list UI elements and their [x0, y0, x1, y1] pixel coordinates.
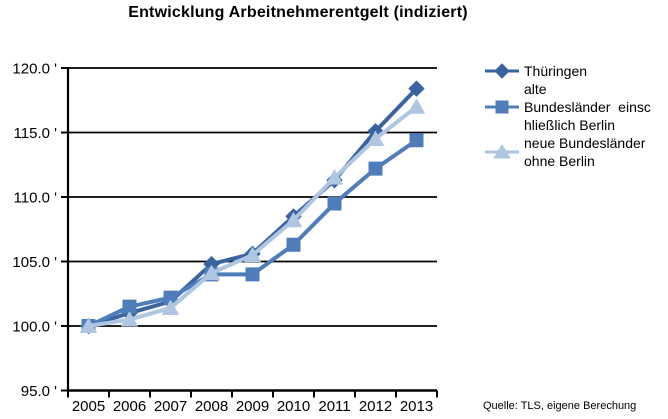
data-point-marker — [408, 98, 425, 114]
y-tick-label: 105.0 ' — [12, 254, 57, 271]
x-tick-label: 2009 — [236, 398, 269, 415]
data-point-marker — [326, 169, 343, 185]
legend: Thüringen alte Bundesländer einsc hließl… — [484, 62, 668, 170]
legend-label-neue-bundeslaender: neue Bundesländer ohne Berlin — [524, 135, 646, 169]
y-tick-label: 100.0 ' — [12, 319, 57, 336]
square-marker-icon — [485, 100, 519, 114]
legend-item-alte-bundeslaender: alte Bundesländer einsc hließlich Berlin — [484, 80, 668, 134]
data-point-marker — [368, 161, 383, 176]
triangle-marker-icon — [485, 144, 519, 159]
source-note: Quelle: TLS, eigene Berechung — [483, 400, 637, 412]
data-point-marker — [409, 133, 424, 148]
data-point-marker — [244, 247, 261, 263]
data-point-marker — [121, 311, 138, 327]
x-tick-label: 2005 — [72, 398, 105, 415]
x-tick-label: 2008 — [195, 398, 228, 415]
x-tick-label: 2007 — [154, 398, 187, 415]
data-point-marker — [408, 80, 425, 97]
data-point-marker — [162, 299, 179, 315]
x-tick-label: 2010 — [277, 398, 310, 415]
x-tick-label: 2006 — [113, 398, 146, 415]
x-tick-label: 2011 — [318, 398, 350, 415]
data-point-marker — [285, 212, 302, 228]
data-point-marker — [80, 318, 97, 333]
data-point-marker — [203, 265, 220, 281]
legend-label-thueringen: Thüringen — [524, 63, 588, 79]
y-tick-label: 110.0 ' — [14, 190, 58, 207]
legend-label-alte-bundeslaender: alte Bundesländer einsc hließlich Berlin — [524, 81, 651, 133]
y-tick-label: 115.0 ' — [14, 125, 58, 142]
data-point-marker — [327, 196, 342, 211]
legend-item-neue-bundeslaender: neue Bundesländer ohne Berlin — [484, 134, 668, 170]
diamond-marker-icon — [485, 63, 519, 79]
data-point-marker — [122, 299, 137, 314]
y-tick-label: 120.0 ' — [12, 61, 57, 78]
x-tick-label: 2012 — [359, 398, 392, 415]
data-point-marker — [367, 130, 384, 146]
data-point-marker — [245, 267, 260, 282]
series-line-2 — [86, 138, 419, 328]
x-tick-label: 2013 — [400, 398, 433, 415]
y-tick-label: 95.0 ' — [21, 383, 57, 400]
legend-item-thueringen: Thüringen — [484, 62, 668, 80]
data-point-marker — [286, 237, 301, 252]
chart-title: Entwicklung Arbeitnehmerentgelt (indizie… — [128, 4, 468, 21]
series-line-1 — [86, 86, 419, 328]
